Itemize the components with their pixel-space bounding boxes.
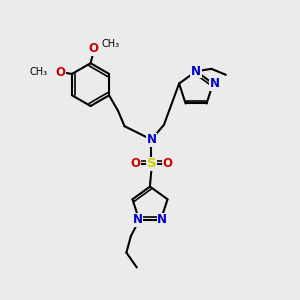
Text: O: O: [55, 66, 65, 79]
Text: S: S: [147, 158, 156, 170]
Text: O: O: [88, 42, 98, 56]
Text: O: O: [163, 158, 173, 170]
Text: N: N: [157, 213, 167, 226]
Text: N: N: [133, 213, 143, 226]
Text: CH₃: CH₃: [29, 68, 47, 77]
Text: N: N: [146, 133, 157, 146]
Text: CH₃: CH₃: [102, 39, 120, 49]
Text: O: O: [130, 158, 140, 170]
Text: N: N: [191, 65, 201, 78]
Text: N: N: [209, 77, 220, 90]
